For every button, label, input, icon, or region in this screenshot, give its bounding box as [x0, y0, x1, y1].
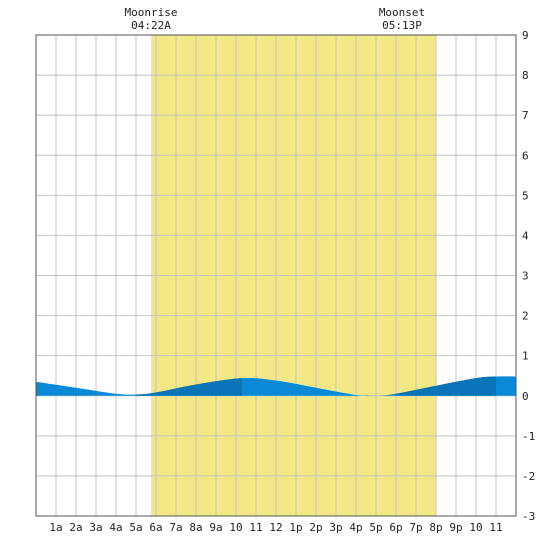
y-tick-label: 0 — [522, 390, 529, 403]
x-tick-label: 7a — [169, 521, 182, 534]
y-tick-label: 4 — [522, 229, 529, 242]
y-tick-label: 3 — [522, 270, 529, 283]
annotation-label: Moonset — [379, 6, 425, 19]
y-tick-label: 5 — [522, 189, 529, 202]
x-tick-label: 8a — [189, 521, 202, 534]
x-tick-label: 11 — [249, 521, 262, 534]
y-tick-label: 6 — [522, 149, 529, 162]
x-tick-label: 1p — [289, 521, 302, 534]
x-tick-label: 3p — [329, 521, 342, 534]
x-tick-label: 9a — [209, 521, 222, 534]
annotation-time: 04:22A — [131, 19, 171, 32]
y-tick-label: 2 — [522, 310, 529, 323]
annotation-label: Moonrise — [125, 6, 178, 19]
y-tick-label: -2 — [522, 470, 535, 483]
x-tick-label: 11 — [489, 521, 502, 534]
x-tick-label: 9p — [449, 521, 462, 534]
x-tick-label: 2a — [69, 521, 82, 534]
annotation-time: 05:13P — [382, 19, 422, 32]
x-tick-label: 1a — [49, 521, 62, 534]
x-tick-label: 10 — [469, 521, 482, 534]
tide-area — [36, 376, 516, 396]
x-tick-label: 3a — [89, 521, 102, 534]
x-tick-label: 6p — [389, 521, 402, 534]
x-tick-label: 12 — [269, 521, 282, 534]
y-tick-label: 8 — [522, 69, 529, 82]
x-tick-label: 5a — [129, 521, 142, 534]
plot-frame — [35, 34, 517, 517]
y-tick-label: 7 — [522, 109, 529, 122]
x-tick-label: 7p — [409, 521, 422, 534]
x-tick-label: 4p — [349, 521, 362, 534]
y-tick-label: -1 — [522, 430, 535, 443]
x-tick-label: 2p — [309, 521, 322, 534]
y-tick-label: -3 — [522, 510, 535, 523]
x-tick-label: 4a — [109, 521, 122, 534]
x-tick-label: 6a — [149, 521, 162, 534]
y-tick-label: 1 — [522, 350, 529, 363]
x-tick-label: 10 — [229, 521, 242, 534]
y-tick-label: 9 — [522, 29, 529, 42]
x-tick-label: 5p — [369, 521, 382, 534]
x-tick-label: 8p — [429, 521, 442, 534]
